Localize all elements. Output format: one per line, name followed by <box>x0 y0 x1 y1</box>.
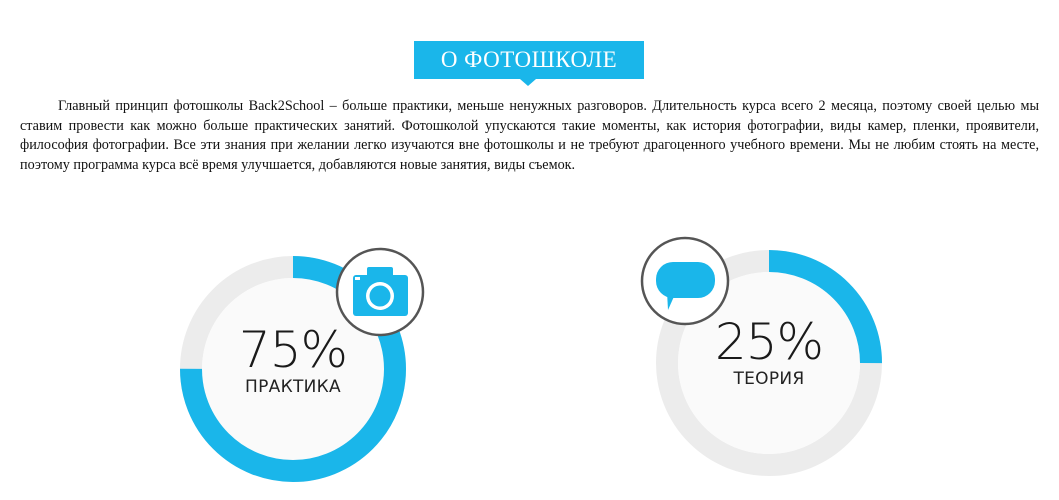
practice-label: ПРАКТИКА <box>245 377 341 397</box>
title-pointer <box>520 79 536 86</box>
theory-donut-inner <box>678 272 860 454</box>
practice-donut-arc <box>180 256 406 482</box>
practice-donut-inner <box>202 278 384 460</box>
practice-percent: 75% <box>238 321 348 379</box>
theory-label: ТЕОРИЯ <box>733 369 805 389</box>
speech-bubble-icon <box>640 236 730 326</box>
theory-donut-arc <box>656 250 882 476</box>
camera-icon <box>335 247 425 337</box>
section-title: О ФОТОШКОЛЕ <box>414 41 644 79</box>
theory-donut <box>656 250 882 476</box>
practice-donut <box>180 256 406 482</box>
intro-paragraph: Главный принцип фотошколы Back2School – … <box>20 98 1039 173</box>
theory-percent: 25% <box>714 313 824 371</box>
